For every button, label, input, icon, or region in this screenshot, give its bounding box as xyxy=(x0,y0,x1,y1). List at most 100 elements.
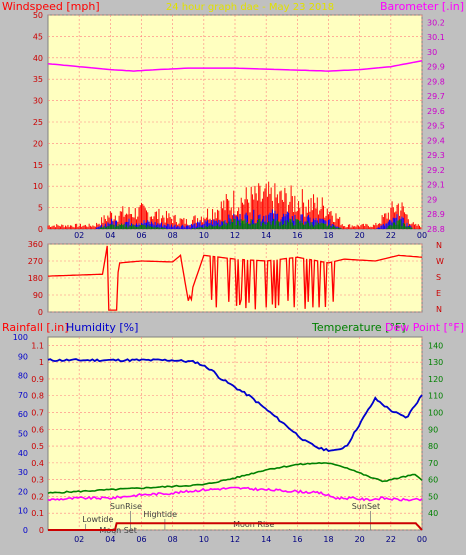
direction-y-tick: 0 xyxy=(38,308,43,317)
barometer-y-ticks: 28.8 28.9 29 29.1 29.2 29.3 29.4 29.5 29.6 29.7 29… xyxy=(427,18,445,234)
wind-y-tick: 30 xyxy=(33,97,43,106)
temperature-y-ticks: 40 50 60 70 80 90 100 110 120 130 140 xyxy=(428,341,443,518)
temperature-x-tick: 14 xyxy=(261,535,271,544)
humidity-axis-label: Humidity [%] xyxy=(66,321,138,334)
direction-plot-grid xyxy=(48,243,423,313)
temperature-y-tick: 50 xyxy=(428,492,438,501)
temperature-axis-label: Temperature [°F] xyxy=(311,321,406,334)
wind-x-tick: 14 xyxy=(261,231,271,240)
temperature-y-tick: 40 xyxy=(428,509,438,518)
barometer-y-tick: 29.3 xyxy=(427,151,445,160)
wind-x-tick: 16 xyxy=(292,231,302,240)
wind-x-tick: 20 xyxy=(355,231,365,240)
barometer-y-tick: 30.1 xyxy=(427,33,445,42)
wind-x-tick: 02 xyxy=(74,231,84,240)
annotation-label: Moon Rise xyxy=(233,520,274,529)
wind-y-tick: 10 xyxy=(33,182,43,191)
barometer-y-tick: 29.9 xyxy=(427,63,445,72)
rainfall-y-tick: 0.1 xyxy=(31,509,44,518)
rainfall-y-tick: 0.7 xyxy=(31,409,44,418)
wind-x-tick: 04 xyxy=(105,231,115,240)
rainfall-y-tick: 0.4 xyxy=(31,459,44,468)
wind-direction-line xyxy=(48,245,423,311)
dewpoint-axis-label: Dew Point [°F] xyxy=(385,321,464,334)
wind-plot-area xyxy=(47,14,423,230)
humidity-y-tick: 90 xyxy=(18,352,28,361)
wind-y-tick: 35 xyxy=(33,75,43,84)
humidity-y-tick: 30 xyxy=(18,468,28,477)
direction-y-tick: 270 xyxy=(28,257,43,266)
barometer-y-tick: 29.6 xyxy=(427,107,445,116)
temperature-y-tick: 110 xyxy=(428,392,443,401)
barometer-y-tick: 29 xyxy=(427,195,437,204)
rainfall-y-tick: 0.2 xyxy=(31,492,44,501)
annotation-label: SunRise xyxy=(110,502,142,511)
wind-x-tick: 12 xyxy=(230,231,240,240)
barometer-y-tick: 30 xyxy=(427,48,437,57)
direction-y-tick: 360 xyxy=(28,240,43,249)
humidity-y-tick: 40 xyxy=(18,449,28,458)
barometer-y-tick: 29.4 xyxy=(427,136,445,145)
humidity-y-tick: 20 xyxy=(18,487,28,496)
dewpoint-line xyxy=(47,486,423,502)
annotation-label: SunSet xyxy=(352,502,380,511)
chart-title: 24 hour graph dae - May 23 2018 xyxy=(166,2,334,13)
wind-y-ticks: 0 5 10 15 20 25 30 35 40 45 50 xyxy=(33,11,43,234)
wind-x-tick: 22 xyxy=(386,231,396,240)
rainfall-y-ticks: 0 0.1 0.2 0.3 0.4 0.5 0.6 0.7 0.8 0.9 1 1.1 xyxy=(31,341,44,535)
humidity-y-tick: 100 xyxy=(13,333,28,342)
temperature-line xyxy=(47,461,423,494)
temperature-y-tick: 120 xyxy=(428,375,443,384)
rainfall-axis-label: Rainfall [.in] xyxy=(2,321,69,334)
humidity-y-tick: 70 xyxy=(18,391,28,400)
temperature-y-tick: 130 xyxy=(428,358,443,367)
compass-label: E xyxy=(436,289,441,298)
rainfall-y-tick: 0.5 xyxy=(31,442,44,451)
compass-label: N xyxy=(436,305,442,314)
rainfall-y-tick: 1 xyxy=(39,358,44,367)
wind-y-tick: 0 xyxy=(38,225,43,234)
direction-y-ticks: 360 270 180 90 0 xyxy=(28,240,43,317)
humidity-y-tick: 10 xyxy=(18,507,28,516)
compass-label: S xyxy=(436,273,441,282)
barometer-axis-label: Barometer [.in] xyxy=(380,0,464,13)
rainfall-y-tick: 1.1 xyxy=(31,341,44,350)
temperature-y-tick: 60 xyxy=(428,476,438,485)
wind-x-tick: 10 xyxy=(199,231,209,240)
wind-y-tick: 45 xyxy=(33,32,43,41)
temperature-x-ticks: 02 04 06 08 10 12 14 16 18 20 22 00 xyxy=(74,535,427,544)
temperature-x-tick: 08 xyxy=(168,535,178,544)
rainfall-y-tick: 0.6 xyxy=(31,425,44,434)
wind-x-tick: 18 xyxy=(323,231,333,240)
wind-x-tick: 00 xyxy=(417,231,427,240)
temperature-x-tick: 00 xyxy=(417,535,427,544)
annotation-label: Hightide xyxy=(143,510,177,519)
barometer-line xyxy=(47,60,423,72)
wind-y-tick: 20 xyxy=(33,139,43,148)
rainfall-y-tick: 0.3 xyxy=(31,476,44,485)
annotation-label: Lowtide xyxy=(82,515,113,524)
humidity-y-ticks: 0 10 20 30 40 50 60 70 80 90 100 xyxy=(13,333,28,535)
temperature-plot-grid xyxy=(48,337,423,531)
humidity-line xyxy=(47,358,423,452)
windspeed-axis-label: Windspeed [mph] xyxy=(2,0,100,13)
humidity-y-tick: 50 xyxy=(18,430,28,439)
rainfall-y-tick: 0.8 xyxy=(31,392,44,401)
compass-label: N xyxy=(436,241,442,250)
temperature-x-tick: 10 xyxy=(199,535,209,544)
wind-x-tick: 06 xyxy=(136,231,146,240)
rainfall-y-tick: 0.9 xyxy=(31,375,44,384)
wind-y-tick: 15 xyxy=(33,161,43,170)
temperature-x-tick: 18 xyxy=(323,535,333,544)
barometer-y-tick: 28.9 xyxy=(427,210,445,219)
wind-y-tick: 5 xyxy=(38,204,43,213)
barometer-y-tick: 29.5 xyxy=(427,122,445,131)
temperature-x-tick: 16 xyxy=(292,535,302,544)
humidity-y-tick: 0 xyxy=(23,526,28,535)
annotation-label: Moon Set xyxy=(99,526,136,535)
barometer-y-tick: 29.1 xyxy=(427,181,445,190)
temperature-x-tick: 22 xyxy=(386,535,396,544)
